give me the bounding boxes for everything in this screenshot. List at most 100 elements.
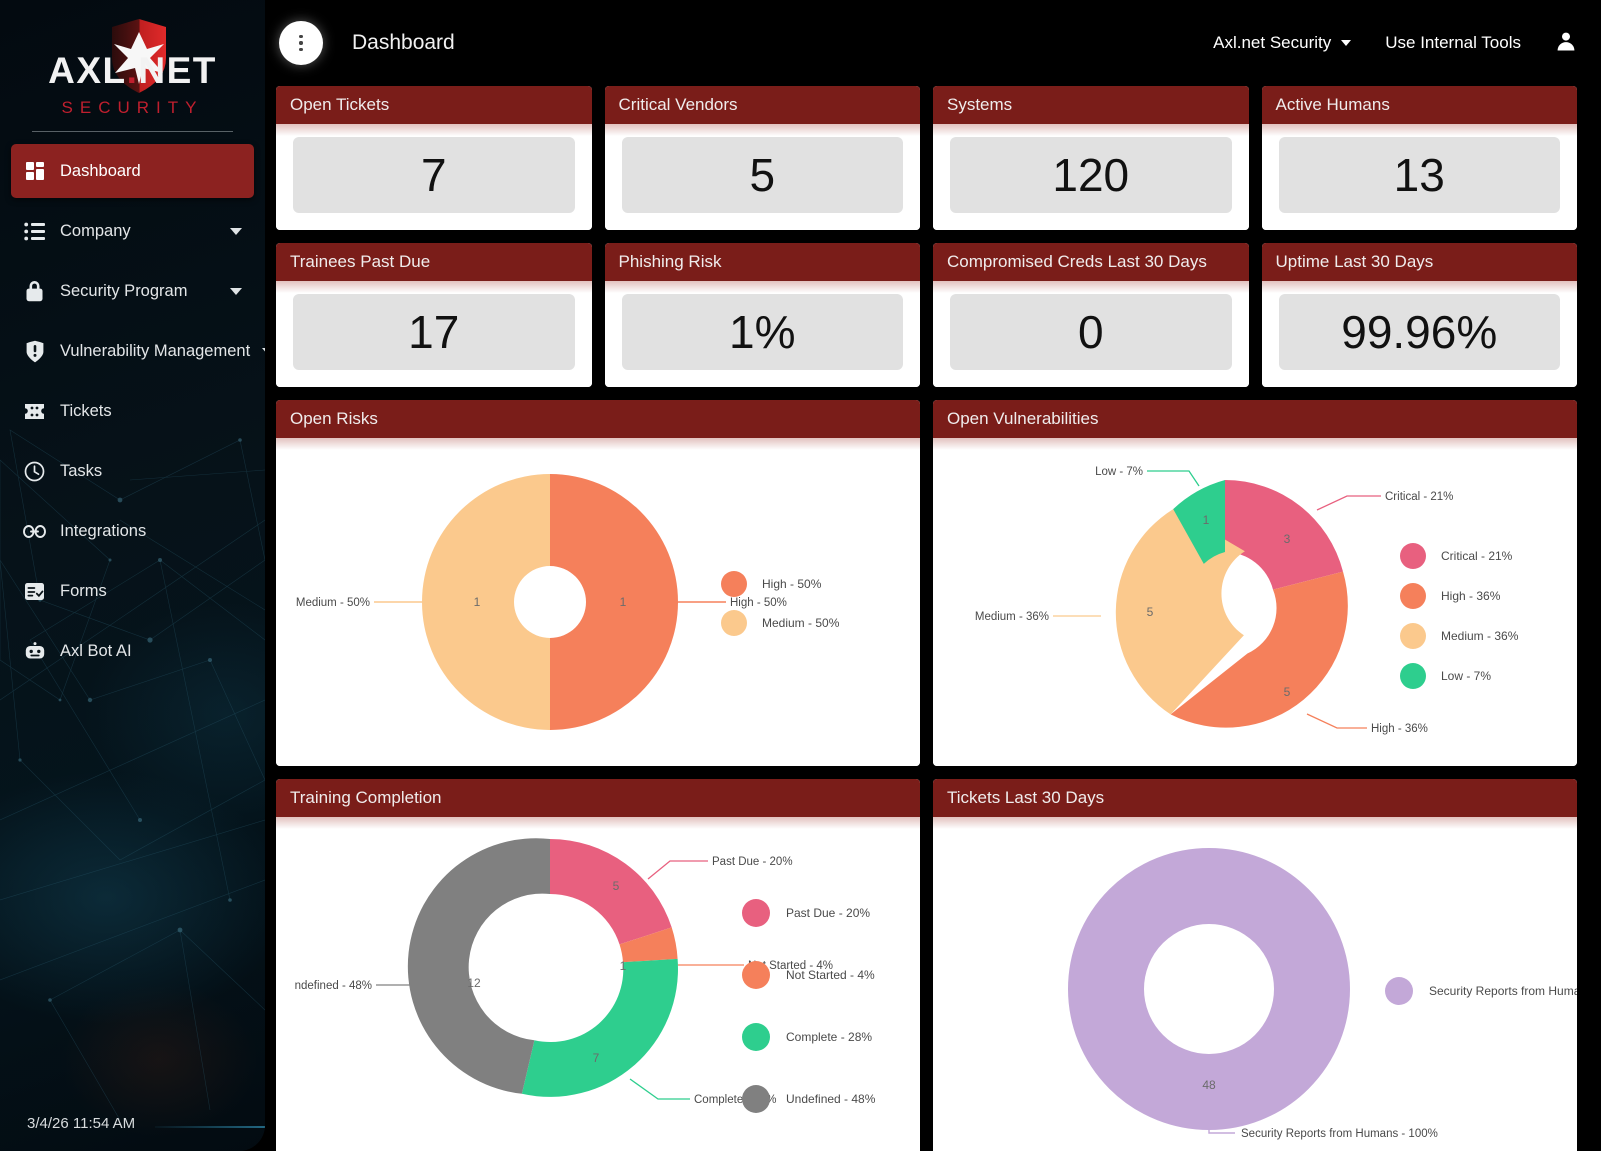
legend-label-high: High - 50%	[762, 577, 822, 591]
org-name: Axl.net Security	[1213, 33, 1332, 52]
kpi-card-phishing-risk[interactable]: Phishing Risk 1%	[604, 243, 920, 387]
legend-label-medium: Medium - 50%	[762, 616, 840, 630]
sidebar-item-company[interactable]: Company	[11, 204, 254, 258]
chart-title: Open Vulnerabilities	[933, 400, 1577, 438]
slice-high[interactable]	[1170, 571, 1348, 728]
kpi-card-systems[interactable]: Systems 120	[933, 86, 1249, 230]
sidebar-item-integrations[interactable]: Integrations	[11, 504, 254, 558]
kpi-title: Trainees Past Due	[276, 243, 592, 281]
slice-past-due[interactable]	[550, 839, 672, 945]
legend-label-critical: Critical - 21%	[1441, 549, 1513, 563]
training-completion-donut-chart: 5 1 7 12 Past Due - 20% Not Started - 4%…	[295, 838, 876, 1113]
legend-swatch-not-started	[742, 961, 770, 989]
slice-value-high: 1	[620, 595, 627, 609]
legend-swatch-high	[721, 571, 747, 597]
chart-title: Open Risks	[276, 400, 920, 438]
callout-security-reports: Security Reports from Humans - 100%	[1241, 1128, 1438, 1140]
donut-slices	[407, 838, 678, 1097]
kpi-title: Critical Vendors	[604, 86, 920, 124]
kpi-value: 17	[293, 294, 575, 370]
legend-swatch-security-reports	[1385, 977, 1413, 1005]
sidebar-item-forms[interactable]: Forms	[11, 564, 254, 618]
kpi-card-trainees-past-due[interactable]: Trainees Past Due 17	[276, 243, 592, 387]
tickets-donut-chart: 48 Security Reports from Humans - 100% S…	[1068, 848, 1577, 1140]
topbar-actions: Axl.net Security Use Internal Tools	[1213, 30, 1577, 57]
sidebar-item-label: Integrations	[60, 521, 147, 540]
slice-value-low: 1	[1203, 513, 1210, 527]
slice-undefined[interactable]	[407, 838, 550, 1094]
donut-slices	[422, 474, 678, 730]
legend-label-past-due: Past Due - 20%	[786, 906, 870, 920]
sidebar-item-dashboard[interactable]: Dashboard	[11, 144, 254, 198]
slice-value-security-reports: 48	[1202, 1078, 1216, 1092]
network-pattern-decoration	[0, 429, 265, 1121]
kpi-value: 13	[1278, 137, 1560, 213]
legend-label-security-reports: Security Reports from Huma	[1429, 984, 1577, 998]
shield-icon	[111, 19, 166, 93]
chart-card-open-risks[interactable]: Open Risks 1 1 High - 50% Medium - 50%	[276, 400, 920, 766]
dashboard-grid-icon	[23, 160, 46, 183]
person-icon[interactable]	[1555, 30, 1577, 57]
legend-swatch-complete	[742, 1023, 770, 1051]
brand-divider	[32, 131, 233, 132]
kpi-card-compromised-creds[interactable]: Compromised Creds Last 30 Days 0	[933, 243, 1249, 387]
kpi-card-critical-vendors[interactable]: Critical Vendors 5	[604, 86, 920, 230]
legend-swatch-past-due	[742, 899, 770, 927]
sidebar: AXL.NET SECURITY Dashboard	[0, 0, 265, 1151]
slice-critical[interactable]	[1225, 480, 1343, 590]
kpi-value: 99.96%	[1278, 294, 1560, 370]
callout-high: High - 50%	[730, 597, 787, 609]
slice-value-critical: 3	[1284, 532, 1291, 546]
chevron-down-icon[interactable]	[230, 227, 242, 235]
slice-value-medium: 1	[474, 595, 481, 609]
chart-card-open-vulnerabilities[interactable]: Open Vulnerabilities 3	[933, 400, 1577, 766]
legend-swatch-low	[1400, 663, 1426, 689]
kpi-value: 1%	[621, 294, 903, 370]
sidebar-item-label: Tasks	[60, 461, 103, 480]
chart-card-tickets-last-30-days[interactable]: Tickets Last 30 Days 48 Security Reports…	[933, 779, 1577, 1151]
topbar: Dashboard Axl.net Security Use Internal …	[265, 0, 1601, 86]
org-selector[interactable]: Axl.net Security	[1213, 33, 1352, 53]
callout-medium: Medium - 36%	[975, 611, 1049, 623]
slice-value-high: 5	[1284, 685, 1291, 699]
slice-medium[interactable]	[422, 474, 550, 730]
sidebar-item-tickets[interactable]: Tickets	[11, 384, 254, 438]
kpi-title: Uptime Last 30 Days	[1261, 243, 1577, 281]
slice-value-past-due: 5	[613, 879, 620, 893]
use-internal-tools-button[interactable]: Use Internal Tools	[1385, 33, 1521, 52]
slice-high[interactable]	[550, 474, 678, 730]
slice-not-started[interactable]	[619, 927, 678, 963]
kpi-card-open-tickets[interactable]: Open Tickets 7	[276, 86, 592, 230]
kpi-card-uptime[interactable]: Uptime Last 30 Days 99.96%	[1261, 243, 1577, 387]
kpi-value: 120	[950, 137, 1232, 213]
chart-card-training-completion[interactable]: Training Completion 5	[276, 779, 920, 1151]
slice-value-undefined: 12	[467, 976, 481, 990]
sidebar-item-tasks[interactable]: Tasks	[11, 444, 254, 498]
legend-label-high: High - 36%	[1441, 589, 1501, 603]
chevron-down-icon[interactable]	[230, 287, 242, 295]
legend-swatch-undefined	[742, 1085, 770, 1113]
legend-label-not-started: Not Started - 4%	[786, 968, 875, 982]
menu-button[interactable]	[279, 21, 323, 65]
brand-logo[interactable]: AXL.NET SECURITY	[0, 0, 265, 132]
shield-alert-icon	[23, 340, 46, 363]
chevron-down-icon[interactable]	[262, 347, 265, 355]
sidebar-item-vulnerability-management[interactable]: Vulnerability Management	[11, 324, 265, 378]
kpi-title: Compromised Creds Last 30 Days	[933, 243, 1249, 281]
footer-accent-line	[155, 1126, 265, 1128]
chart-legend: Security Reports from Huma	[1385, 977, 1577, 1005]
slice-value-medium: 5	[1147, 605, 1154, 619]
slice-low[interactable]	[1173, 480, 1225, 564]
slice-security-reports[interactable]	[1068, 848, 1350, 1130]
legend-label-low: Low - 7%	[1441, 669, 1491, 683]
sidebar-item-security-program[interactable]: Security Program	[11, 264, 254, 318]
legend-swatch-high	[1400, 583, 1426, 609]
sidebar-item-axl-bot-ai[interactable]: Axl Bot AI	[11, 624, 254, 678]
legend-swatch-critical	[1400, 543, 1426, 569]
slice-medium[interactable]	[1115, 509, 1245, 715]
open-risks-donut-chart: 1 1 High - 50% Medium - 50% High - 50% M…	[296, 474, 840, 730]
slice-complete[interactable]	[521, 958, 678, 1097]
main-content: Dashboard Axl.net Security Use Internal …	[265, 0, 1601, 1151]
callout-not-started: Not Started - 4%	[748, 960, 833, 972]
kpi-card-active-humans[interactable]: Active Humans 13	[1261, 86, 1577, 230]
